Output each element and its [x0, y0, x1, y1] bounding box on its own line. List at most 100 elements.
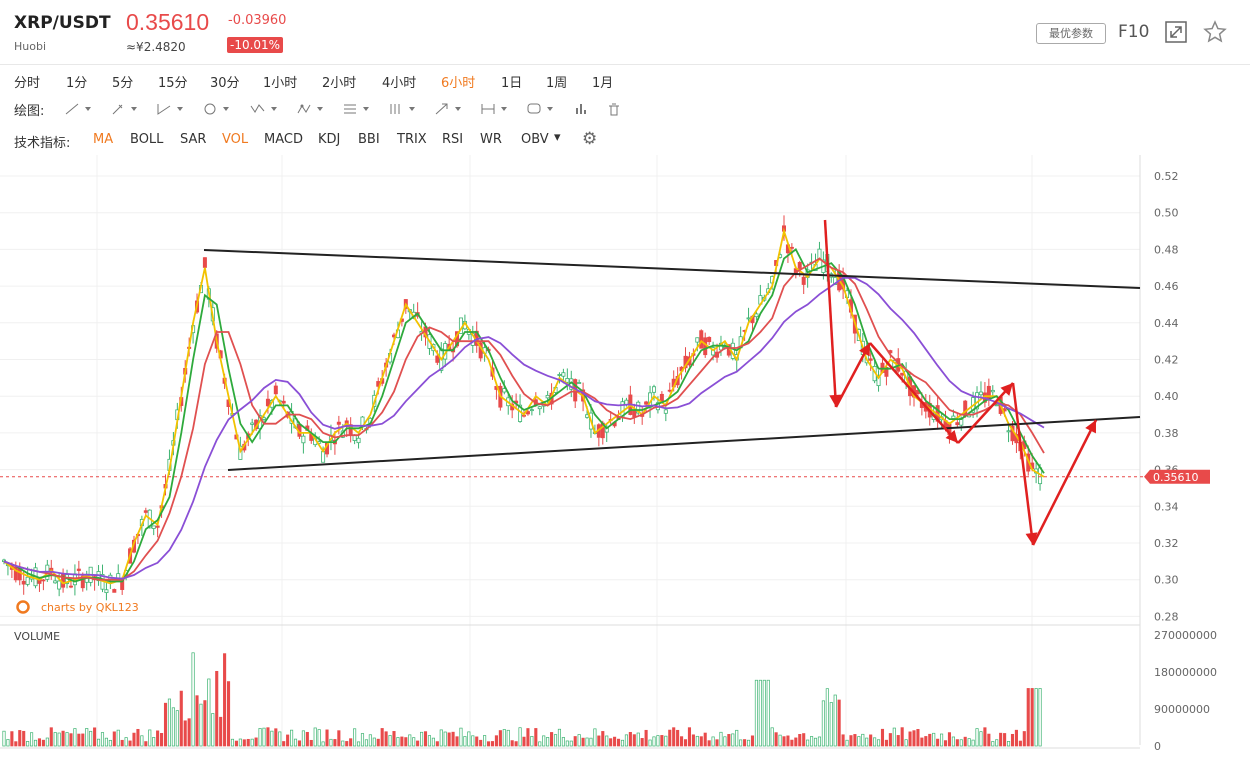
indicator-ma[interactable]: MA	[93, 132, 114, 147]
price-axis-label: 0.42	[1154, 354, 1179, 367]
tab-timeframe-11[interactable]: 1月	[592, 76, 614, 91]
indicator-kdj[interactable]: KDJ	[318, 132, 341, 147]
volume-bar	[624, 734, 628, 747]
candle	[884, 367, 889, 377]
volume-bar	[802, 733, 806, 747]
volume-bar	[762, 679, 766, 747]
best-params-button[interactable]: 最优参数	[1036, 23, 1106, 44]
candle	[707, 336, 712, 343]
chevron-down-icon[interactable]: ▾	[554, 130, 561, 145]
price-axis-label: 0.28	[1154, 610, 1179, 623]
volume-bar	[995, 739, 999, 747]
volume-bar	[353, 728, 357, 747]
indicator-rsi[interactable]: RSI	[442, 132, 464, 147]
volume-bar	[561, 737, 565, 747]
candle	[636, 401, 641, 414]
tab-timeframe-4[interactable]: 30分	[210, 76, 240, 91]
volume-bar	[601, 731, 605, 747]
volume-label: VOLUME	[14, 630, 60, 643]
candle	[990, 389, 995, 393]
price-axis-label: 0.44	[1154, 317, 1179, 330]
fullscreen-icon[interactable]	[1164, 20, 1188, 44]
gear-icon[interactable]: ⚙	[582, 129, 598, 149]
angle-tool-icon[interactable]	[156, 102, 186, 116]
price-chart[interactable]: 0.280.300.320.340.360.380.400.420.440.46…	[0, 155, 1250, 772]
volume-bar	[498, 730, 502, 747]
trash-icon[interactable]	[606, 102, 636, 116]
circle-tool-icon[interactable]	[202, 102, 232, 116]
indicator-vol[interactable]: VOL	[222, 132, 249, 147]
volume-bar	[597, 735, 601, 747]
volume-bar	[743, 739, 747, 747]
indicator-boll[interactable]: BOLL	[130, 132, 164, 147]
volume-bar	[546, 737, 550, 747]
volume-bar	[825, 688, 829, 747]
tab-timeframe-9[interactable]: 1日	[501, 76, 523, 91]
volume-bar	[628, 731, 632, 747]
pen-tool-icon[interactable]	[110, 102, 140, 116]
volume-bar	[892, 727, 896, 747]
tab-timeframe-6[interactable]: 2小时	[322, 76, 357, 91]
indicator-trix[interactable]: TRIX	[397, 132, 427, 147]
volume-bar	[108, 739, 112, 747]
annotation-arrow-segment	[834, 342, 872, 408]
indicator-wr[interactable]: WR	[480, 132, 502, 147]
tab-timeframe-0[interactable]: 分时	[14, 76, 41, 91]
tab-timeframe-2[interactable]: 5分	[112, 76, 134, 91]
volume-bar	[93, 727, 97, 747]
star-icon[interactable]	[1203, 20, 1227, 44]
volume-bar	[884, 739, 888, 747]
volume-bar	[900, 727, 904, 747]
range-tool-icon[interactable]	[480, 102, 510, 116]
comment-icon[interactable]	[526, 102, 556, 116]
volume-bar	[266, 727, 270, 747]
candle	[321, 451, 326, 463]
pattern-tool-icon[interactable]	[296, 102, 326, 116]
volume-bar	[975, 728, 979, 747]
measure-icon[interactable]	[574, 102, 604, 116]
volume-bar	[203, 700, 207, 747]
indicator-bbi[interactable]: BBI	[358, 132, 380, 147]
candle	[525, 411, 530, 415]
volume-bar	[226, 681, 231, 747]
volume-bar	[542, 735, 546, 747]
indicator-macd[interactable]: MACD	[264, 132, 303, 147]
indicator-obv[interactable]: OBV	[521, 132, 549, 147]
candle	[61, 572, 66, 588]
candle	[561, 372, 566, 377]
volume-bar	[467, 731, 471, 747]
f10-button[interactable]: F10	[1118, 22, 1150, 42]
volume-bar	[463, 736, 467, 747]
candle	[336, 421, 341, 425]
tab-timeframe-7[interactable]: 4小时	[382, 76, 417, 91]
volume-bar	[364, 739, 368, 747]
volume-bar	[821, 700, 825, 747]
fib-tool-icon[interactable]	[342, 102, 372, 116]
arrow-tool-icon[interactable]	[434, 102, 464, 116]
candle	[577, 382, 582, 384]
tab-timeframe-8[interactable]: 6小时	[441, 76, 476, 91]
line-tool-icon[interactable]	[64, 102, 94, 116]
volume-axis-label: 0	[1154, 740, 1161, 753]
volume-bar	[585, 737, 589, 747]
volume-bar	[195, 695, 199, 747]
parallel-lines-icon[interactable]	[388, 102, 418, 116]
wave-tool-icon[interactable]	[250, 102, 280, 116]
volume-bar	[553, 734, 558, 747]
candle	[80, 575, 85, 589]
indicator-sar[interactable]: SAR	[180, 132, 207, 147]
tab-timeframe-5[interactable]: 1小时	[263, 76, 298, 91]
volume-bar	[416, 740, 420, 747]
tab-timeframe-3[interactable]: 15分	[158, 76, 188, 91]
volume-bar	[384, 731, 388, 747]
volume-bar	[963, 736, 967, 747]
volume-bar	[581, 737, 585, 747]
tab-timeframe-10[interactable]: 1周	[546, 76, 568, 91]
volume-bar	[18, 730, 22, 747]
volume-bar	[522, 736, 526, 747]
volume-bar	[837, 699, 841, 747]
tab-timeframe-1[interactable]: 1分	[66, 76, 88, 91]
pair-name: XRP/USDT	[14, 13, 111, 33]
volume-bar	[967, 738, 971, 747]
volume-bar	[26, 741, 30, 747]
